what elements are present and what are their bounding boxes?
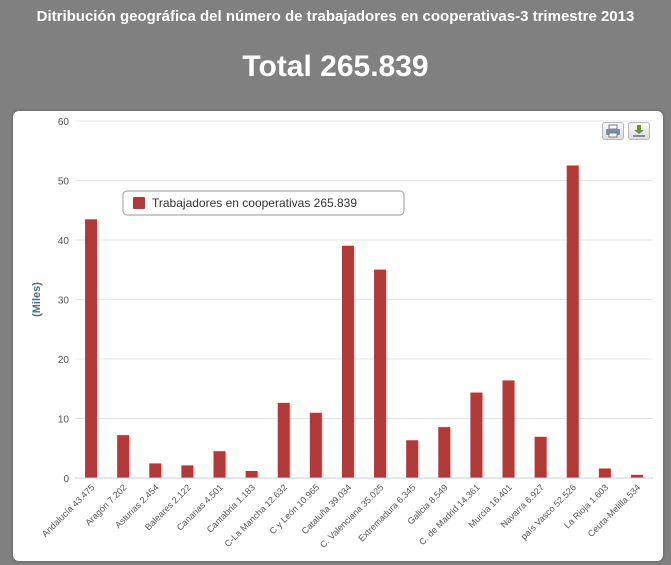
y-tick-label: 10	[58, 415, 70, 426]
bar[interactable]	[85, 219, 98, 478]
x-category-label: Extremadura 6.345	[356, 482, 417, 543]
page-title: Ditribución geográfica del número de tra…	[36, 8, 635, 25]
bar[interactable]	[598, 468, 611, 478]
bar[interactable]	[309, 412, 322, 478]
bar[interactable]	[117, 435, 130, 478]
total-heading: Total 265.839	[242, 50, 429, 83]
print-button[interactable]	[602, 122, 624, 140]
y-tick-label: 20	[58, 355, 70, 366]
bar[interactable]	[277, 402, 290, 478]
x-category-label: país Vasco 52.526	[519, 482, 578, 541]
bar[interactable]	[374, 269, 387, 478]
export-button[interactable]	[628, 122, 650, 140]
bar[interactable]	[181, 465, 194, 478]
bar[interactable]	[502, 380, 515, 478]
bars	[85, 165, 645, 478]
bar[interactable]	[534, 436, 547, 478]
bar[interactable]	[406, 440, 419, 478]
bar[interactable]	[245, 470, 258, 478]
print-icon	[606, 124, 620, 138]
bar[interactable]	[149, 463, 162, 478]
bar[interactable]	[438, 427, 451, 478]
y-tick-label: 60	[58, 117, 70, 128]
bar[interactable]	[630, 474, 643, 478]
chart-panel: 0 10 20 30 40 50 60 Andalucía 43.475 Aragón 7.2…	[13, 111, 663, 561]
y-tick-label: 50	[58, 177, 70, 188]
bar[interactable]	[470, 392, 483, 478]
download-icon	[633, 125, 645, 137]
legend-label: Trabajadores en cooperativas 265.839	[152, 196, 357, 210]
y-axis-ticks: 0 10 20 30 40 50 60	[58, 117, 70, 485]
y-tick-label: 0	[63, 474, 69, 485]
bar[interactable]	[566, 165, 579, 478]
y-tick-label: 30	[58, 296, 70, 307]
grid-lines	[75, 120, 653, 419]
y-axis-title: (Miles)	[31, 282, 43, 317]
x-category-label: C-La Mancha 12.632	[223, 482, 290, 549]
x-category-label: C. de Madrid 14.361	[417, 482, 482, 547]
bar[interactable]	[341, 245, 354, 478]
bar[interactable]	[213, 451, 226, 478]
legend-swatch	[133, 197, 145, 209]
y-tick-label: 40	[58, 236, 70, 247]
legend-box	[122, 190, 405, 216]
x-category-label: C. Valenciana 35.025	[318, 482, 385, 549]
x-category-label: Andalucía 43.475	[40, 482, 97, 539]
legend[interactable]: Trabajadores en cooperativas 265.839	[122, 190, 405, 216]
